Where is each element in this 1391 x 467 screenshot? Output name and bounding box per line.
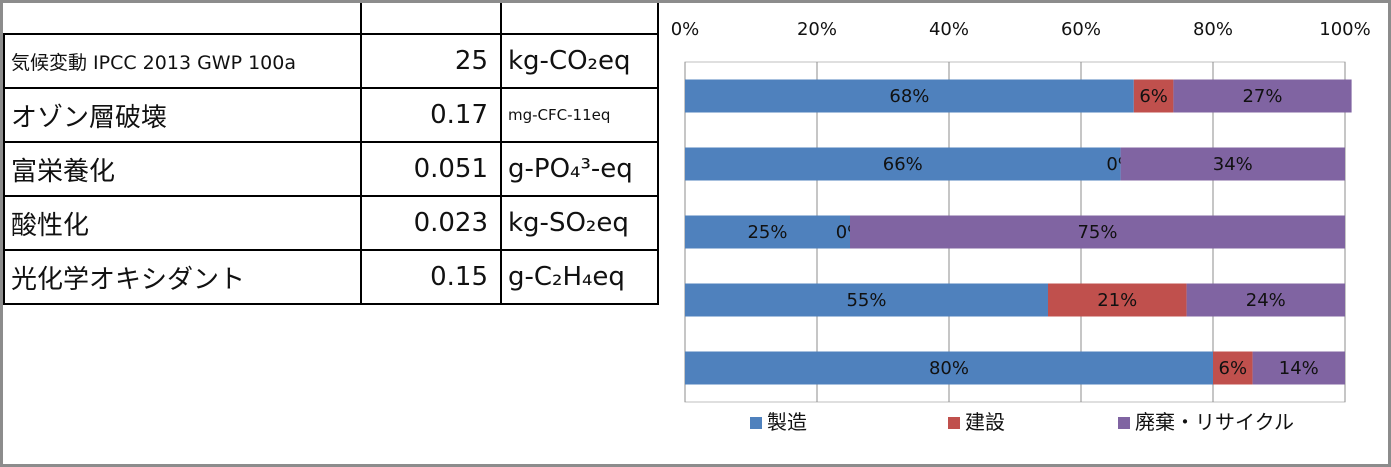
data-label: 25% [747,222,787,243]
bar-segment [1173,79,1352,113]
legend-label: 製造 [767,410,807,434]
impact-name: 富栄養化 [3,141,362,197]
table-row: 気候変動 IPCC 2013 GWP 100a 25 kg-CO₂eq [3,33,659,89]
x-tick-label: 0% [671,19,700,40]
bar-segment [1186,283,1345,317]
impact-value: 0.15 [360,249,502,305]
legend-swatch [750,417,762,429]
bar-segment [1133,79,1174,113]
legend-swatch [1118,417,1130,429]
impact-table: 気候変動 IPCC 2013 GWP 100a 25 kg-CO₂eq オゾン層… [3,3,659,305]
bar-segment [1048,283,1187,317]
data-label: 6% [1219,358,1248,379]
bar-segment [685,215,850,249]
bar-segment [685,147,1121,181]
legend-swatch [948,417,960,429]
bar-segment [685,351,1213,385]
table-row: 富栄養化 0.051 g-PO₄³-eq [3,141,659,197]
impact-unit: mg-CFC-11eq [500,87,659,143]
impact-name: 気候変動 IPCC 2013 GWP 100a [3,33,362,89]
bar-segment [685,283,1048,317]
x-tick-label: 100% [1319,19,1370,40]
impact-name: オゾン層破壊 [3,87,362,143]
data-label: 66% [883,154,923,175]
impact-value: 0.17 [360,87,502,143]
impact-name: 光化学オキシダント [3,249,362,305]
data-label: 34% [1213,154,1253,175]
impact-value: 0.023 [360,195,502,251]
table-header-row [4,3,659,35]
impact-value: 0.051 [360,141,502,197]
x-tick-label: 60% [1061,19,1101,40]
data-label: 68% [889,86,929,107]
data-label: 6% [1139,86,1168,107]
data-label: 27% [1242,86,1282,107]
table-row: 酸性化 0.023 kg-SO₂eq [3,195,659,251]
impact-value: 25 [360,33,502,89]
bar-segment [1213,351,1253,385]
impact-unit: g-PO₄³-eq [500,141,659,197]
bar-segment [685,79,1134,113]
legend-label: 廃棄・リサイクル [1135,410,1294,434]
impact-unit: kg-CO₂eq [500,33,659,89]
table-row: オゾン層破壊 0.17 mg-CFC-11eq [3,87,659,143]
data-label: 55% [846,290,886,311]
x-tick-label: 80% [1193,19,1233,40]
x-tick-label: 40% [929,19,969,40]
impact-unit: kg-SO₂eq [500,195,659,251]
legend-label: 建設 [965,410,1005,434]
impact-name: 酸性化 [3,195,362,251]
bar-segment [1120,147,1345,181]
data-label: 14% [1279,358,1319,379]
data-label: 24% [1246,290,1286,311]
x-tick-label: 20% [797,19,837,40]
bar-segment [1252,351,1345,385]
data-label: 21% [1097,290,1137,311]
bar-segment [850,215,1345,249]
table-row: 光化学オキシダント 0.15 g-C₂H₄eq [3,249,659,305]
data-label: 75% [1077,222,1117,243]
data-label: 80% [929,358,969,379]
impact-unit: g-C₂H₄eq [500,249,659,305]
